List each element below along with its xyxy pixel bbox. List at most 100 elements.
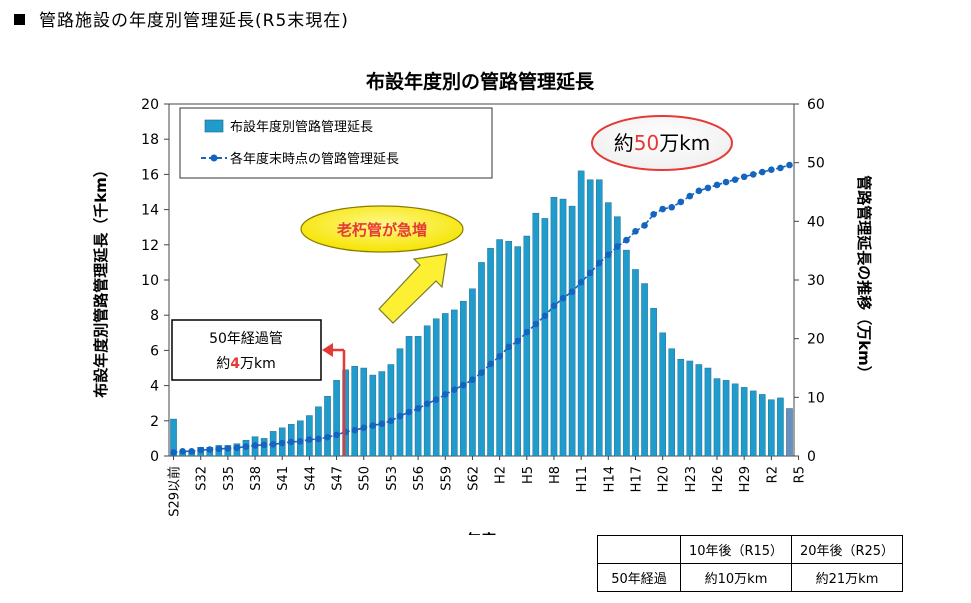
line-point — [659, 205, 666, 213]
x-tick-label: H20 — [657, 466, 672, 492]
left-tick-label: 6 — [150, 343, 159, 359]
forecast-header-10y: 10年後（R15） — [680, 535, 792, 564]
line-point — [306, 436, 313, 443]
line-point — [478, 369, 485, 376]
legend-line-label: 各年度末時点の管路管理延長 — [230, 151, 399, 167]
line-point — [523, 328, 531, 336]
line-point — [758, 168, 766, 176]
line-point — [559, 294, 567, 302]
x-tick-label: H14 — [602, 466, 617, 492]
bar — [315, 406, 322, 457]
x-tick-label: H23 — [684, 466, 699, 492]
line-point — [550, 302, 558, 310]
line-point — [487, 360, 494, 368]
left-axis-ticks: 0 2 4 6 8 10 12 14 16 18 20 — [141, 97, 169, 465]
left-tick-label: 20 — [141, 97, 159, 113]
bar — [487, 248, 494, 457]
bar — [351, 366, 358, 457]
bar — [605, 202, 612, 457]
fifty-year-unit: 万km — [240, 356, 276, 372]
forecast-row-label: 50年経過 — [597, 563, 681, 592]
line-point — [441, 391, 449, 398]
legend-line-marker — [210, 154, 218, 162]
line-point — [668, 203, 676, 211]
bar — [469, 288, 476, 457]
line-point — [568, 288, 576, 296]
page-heading-text: 管路施設の年度別管理延長(R5末現在) — [39, 11, 349, 31]
line-point — [297, 438, 304, 445]
line-point — [170, 449, 177, 456]
x-tick-label: S62 — [466, 466, 481, 491]
line-point — [577, 279, 585, 286]
x-axis-ticks: S29以前 S32 S35 S38 S41 S44 S47 S50 S53 S56 S59 S62 H2… — [167, 456, 808, 517]
chart-title: 布設年度別の管路管理延長 — [366, 70, 595, 93]
bar — [632, 269, 639, 457]
bar — [668, 348, 675, 457]
line-point — [405, 408, 413, 416]
line-point — [242, 443, 250, 450]
bar — [396, 348, 404, 457]
bar — [342, 369, 349, 457]
x-tick-label: S56 — [412, 466, 427, 491]
line-point — [786, 161, 793, 169]
line-point — [287, 438, 295, 446]
forecast-10y-value: 約10万km — [680, 563, 792, 592]
bar — [777, 397, 784, 457]
right-tick-label: 40 — [807, 214, 825, 230]
left-tick-label: 10 — [141, 273, 159, 289]
line-point — [777, 164, 784, 172]
line-point — [215, 445, 223, 453]
right-tick-label: 30 — [807, 273, 825, 289]
line-point — [333, 431, 340, 439]
forecast-header-corner — [597, 535, 681, 564]
bar — [695, 364, 703, 457]
line-point — [532, 320, 540, 328]
line-point — [541, 312, 549, 320]
line-point — [387, 417, 395, 425]
total-unit: 万km — [659, 131, 710, 155]
bar — [650, 307, 657, 457]
bar — [686, 360, 694, 457]
bar — [378, 371, 386, 457]
line-point — [423, 400, 431, 408]
aging-callout-text: 老朽管が急増 — [336, 221, 427, 239]
x-tick-label: H2 — [494, 466, 509, 484]
line-point — [396, 412, 404, 420]
line-point — [496, 352, 503, 360]
line-point — [260, 441, 268, 449]
total-prefix: 約 — [614, 131, 634, 155]
line-point — [595, 259, 603, 267]
total-value: 50 — [634, 131, 659, 155]
line-point — [269, 440, 277, 448]
bar — [405, 336, 413, 457]
line-point — [469, 376, 476, 384]
bar — [740, 387, 748, 457]
bar — [414, 336, 422, 457]
right-axis-ticks: 0 10 20 30 40 50 60 — [794, 97, 825, 465]
bar — [541, 218, 549, 457]
bar — [532, 212, 540, 457]
line-point — [197, 446, 205, 454]
right-tick-label: 60 — [807, 97, 825, 113]
line-point — [505, 343, 512, 351]
x-tick-label: H11 — [575, 466, 590, 492]
left-tick-label: 12 — [141, 238, 159, 254]
bar — [749, 390, 757, 457]
bar — [759, 394, 766, 457]
line-point — [704, 184, 712, 192]
line-point — [451, 386, 458, 394]
bar — [441, 313, 449, 457]
forecast-20y-value: 約21万km — [791, 563, 903, 592]
page-heading: 管路施設の年度別管理延長(R5末現在) — [14, 6, 349, 31]
left-tick-label: 4 — [150, 379, 159, 395]
right-tick-label: 20 — [807, 332, 825, 348]
line-point — [460, 381, 467, 389]
fifty-year-prefix: 約 — [216, 356, 230, 372]
bar — [768, 399, 775, 457]
bar — [614, 216, 621, 457]
bar — [550, 197, 558, 457]
line-point — [315, 435, 322, 443]
left-tick-label: 16 — [141, 167, 159, 183]
bar — [577, 170, 585, 457]
x-tick-label: S29以前 — [167, 466, 183, 517]
